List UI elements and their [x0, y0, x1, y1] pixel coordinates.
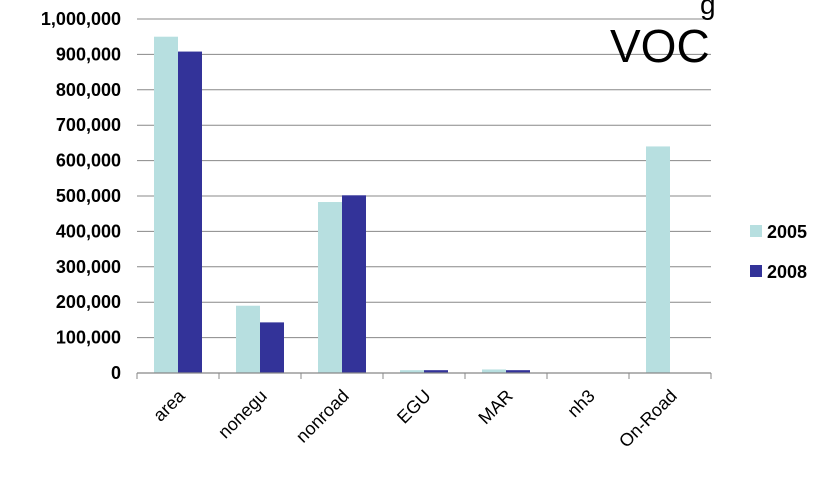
bars: [154, 36, 670, 374]
x-category-label: MAR: [474, 386, 516, 428]
bar-2008-nonegu: [260, 322, 284, 373]
x-category-label: area: [149, 385, 189, 425]
y-tick-label: 700,000: [56, 115, 121, 135]
legend-swatch-2005: [750, 225, 762, 237]
bar-2008-area: [178, 51, 202, 374]
bar-2008-EGU: [424, 370, 448, 373]
legend: 2005 2008: [750, 222, 807, 282]
chart-title: VOC: [610, 20, 710, 72]
legend-label-2008: 2008: [767, 262, 807, 282]
legend-swatch-2008: [750, 265, 762, 277]
y-tick-label: 100,000: [56, 328, 121, 348]
legend-label-2005: 2005: [767, 222, 807, 242]
y-tick-label: 300,000: [56, 257, 121, 277]
bar-2005-MAR: [482, 369, 506, 373]
x-category-label: nonroad: [292, 386, 353, 447]
bar-2005-nonegu: [236, 305, 260, 373]
bar-2005-area: [154, 36, 178, 373]
x-category-label: EGU: [393, 386, 435, 428]
x-category-label: On-Road: [615, 386, 681, 452]
y-tick-label: 600,000: [56, 151, 121, 171]
y-tick-label: 900,000: [56, 44, 121, 64]
y-tick-label: 1,000,000: [41, 9, 121, 29]
x-axis-category-labels: area nonegu nonroad EGU MAR nh3 On-Road: [149, 385, 681, 451]
y-tick-label: 0: [111, 363, 121, 383]
x-category-label: nonegu: [214, 386, 271, 443]
y-tick-label: 800,000: [56, 80, 121, 100]
x-category-label: nh3: [563, 386, 598, 421]
y-tick-label: 400,000: [56, 221, 121, 241]
y-axis-tick-labels: 0 100,000 200,000 300,000 400,000 500,000 600,…: [41, 9, 121, 383]
y-tick-label: 200,000: [56, 292, 121, 312]
x-axis: [136, 372, 712, 379]
bar-2005-nonroad: [318, 202, 342, 373]
partial-title-fragment: g: [700, 0, 716, 20]
bar-2008-nonroad: [342, 195, 366, 373]
gridlines: [137, 18, 711, 339]
bar-2005-On-Road: [646, 146, 670, 373]
y-tick-label: 500,000: [56, 186, 121, 206]
bar-2005-EGU: [400, 370, 424, 373]
bar-2008-MAR: [506, 370, 530, 373]
